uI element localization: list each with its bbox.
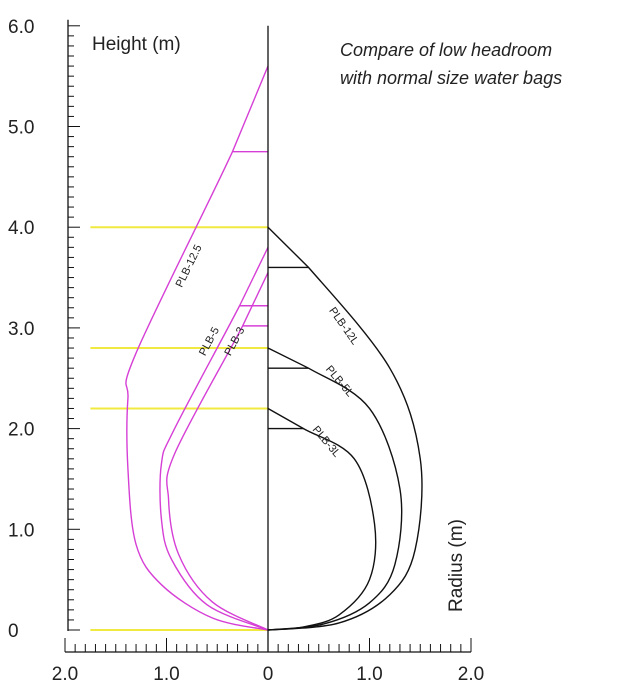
x-tick-label: 2.0	[52, 664, 78, 685]
bag-label: PLB-5	[197, 325, 222, 358]
axes	[64, 19, 472, 653]
x-axis-title: Radius (m)	[446, 519, 467, 612]
profile-plb-5l	[267, 347, 403, 631]
annotation-line-1: Compare of low headroom	[340, 40, 552, 60]
bag-label: PLB-3L	[310, 424, 343, 460]
level-lines	[90, 226, 268, 631]
profile-plb-5	[159, 247, 269, 631]
y-tick-label: 6.0	[8, 17, 34, 38]
x-tick-label: 1.0	[153, 664, 179, 685]
y-tick-label: 1.0	[8, 520, 34, 541]
y-axis-title: Height (m)	[92, 34, 181, 55]
annotation-line-2: with normal size water bags	[340, 68, 562, 88]
profile-plb-3	[165, 272, 269, 631]
x-tick-label: 0	[263, 664, 274, 685]
y-tick-label: 4.0	[8, 218, 34, 239]
x-tick-label: 1.0	[356, 664, 382, 685]
y-tick-label: 3.0	[8, 319, 34, 340]
profile-plb-12-5	[125, 65, 269, 631]
bag-label: PLB-5L	[323, 363, 356, 399]
bag-label: PLB-12.5	[174, 243, 205, 289]
y-tick-label: 2.0	[8, 420, 34, 441]
y-tick-label: 0	[8, 621, 19, 642]
profile-plb-12l	[267, 226, 423, 631]
profile-plb-3l	[267, 407, 377, 631]
bag-label: PLB-12L	[326, 305, 360, 347]
x-tick-label: 2.0	[458, 664, 484, 685]
y-tick-label: 5.0	[8, 118, 34, 139]
bag-profiles	[125, 65, 423, 631]
tick-labels: 0 1.0 2.0 3.0 4.0 5.0 6.0 2.0 1.0 0 1.0 2.0	[8, 17, 484, 685]
